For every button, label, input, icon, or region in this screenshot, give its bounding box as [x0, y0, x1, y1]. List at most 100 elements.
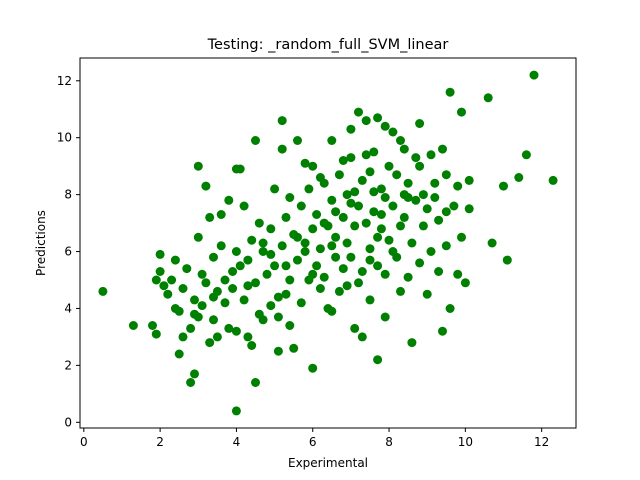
data-point: [277, 144, 287, 154]
data-point: [338, 212, 348, 222]
data-point: [300, 158, 310, 168]
data-point: [445, 87, 455, 97]
data-point: [380, 121, 390, 131]
data-point: [308, 269, 318, 279]
data-point: [258, 238, 268, 248]
data-point: [308, 224, 318, 234]
data-point: [426, 150, 436, 160]
points-layer: [98, 70, 558, 416]
data-point: [159, 281, 169, 291]
data-point: [266, 249, 276, 259]
data-point: [380, 312, 390, 322]
y-tick-label: 6: [64, 245, 72, 259]
y-tick-label: 10: [57, 131, 72, 145]
data-point: [502, 255, 512, 265]
data-point: [357, 267, 367, 276]
data-point: [186, 323, 196, 333]
data-point: [235, 164, 245, 174]
data-point: [270, 184, 280, 194]
data-point: [228, 267, 238, 276]
data-point: [190, 369, 199, 379]
data-point: [483, 93, 493, 103]
data-point: [251, 378, 260, 387]
data-point: [281, 289, 291, 299]
data-point: [312, 261, 322, 271]
data-point: [163, 289, 173, 299]
x-tick-label: 2: [156, 435, 164, 449]
data-point: [376, 210, 386, 219]
data-point: [193, 232, 203, 242]
data-point: [289, 343, 299, 353]
x-tick-label: 10: [458, 435, 473, 449]
data-point: [251, 136, 260, 145]
data-point: [361, 150, 371, 160]
data-point: [350, 187, 360, 197]
data-point: [376, 184, 386, 194]
data-point: [155, 267, 165, 276]
data-point: [384, 161, 394, 171]
data-point: [327, 195, 337, 205]
data-point: [342, 281, 352, 291]
data-point: [285, 193, 295, 202]
data-point: [262, 269, 272, 279]
y-tick-label: 0: [64, 415, 72, 429]
data-point: [373, 113, 383, 123]
data-point: [365, 295, 375, 305]
data-point: [296, 298, 306, 308]
data-point: [205, 212, 215, 222]
data-point: [224, 195, 234, 205]
data-point: [457, 107, 466, 117]
data-point: [273, 312, 283, 322]
data-point: [426, 247, 436, 256]
data-point: [487, 238, 497, 248]
data-point: [521, 150, 531, 160]
data-point: [430, 178, 440, 188]
data-point: [354, 201, 363, 211]
data-point: [98, 286, 108, 296]
data-point: [197, 269, 207, 279]
data-point: [231, 247, 241, 256]
data-point: [434, 215, 444, 225]
data-point: [300, 238, 310, 248]
data-point: [338, 156, 348, 165]
data-point: [441, 170, 451, 180]
data-point: [167, 275, 177, 285]
data-point: [361, 116, 371, 126]
data-point: [422, 289, 432, 299]
data-point: [327, 136, 337, 145]
plot-frame: [79, 57, 577, 429]
data-point: [300, 247, 310, 256]
data-point: [415, 161, 425, 171]
data-point: [388, 127, 398, 137]
data-point: [388, 247, 398, 256]
data-point: [369, 187, 379, 197]
data-point: [384, 235, 394, 245]
data-point: [293, 136, 302, 145]
data-point: [403, 272, 413, 282]
data-point: [441, 241, 451, 251]
data-point: [365, 255, 375, 265]
data-point: [201, 278, 211, 288]
data-point: [529, 70, 539, 80]
data-point: [396, 221, 405, 231]
data-point: [331, 207, 341, 217]
data-point: [403, 178, 413, 188]
data-point: [460, 278, 470, 288]
data-point: [438, 326, 447, 336]
data-point: [357, 332, 367, 342]
x-tick-label: 8: [385, 435, 393, 449]
y-axis: 0 2 4 6 8 10 12: [57, 74, 80, 429]
x-axis-label: Experimental: [288, 456, 368, 470]
data-point: [243, 255, 253, 265]
data-point: [231, 406, 241, 416]
data-point: [293, 232, 302, 242]
data-point: [239, 201, 249, 211]
chart-title: Testing: _random_full_SVM_linear: [207, 37, 449, 53]
data-point: [212, 332, 222, 342]
data-point: [350, 323, 360, 333]
data-point: [346, 252, 356, 262]
data-point: [334, 170, 344, 180]
data-point: [415, 119, 425, 128]
data-point: [174, 349, 184, 359]
data-point: [281, 261, 291, 271]
